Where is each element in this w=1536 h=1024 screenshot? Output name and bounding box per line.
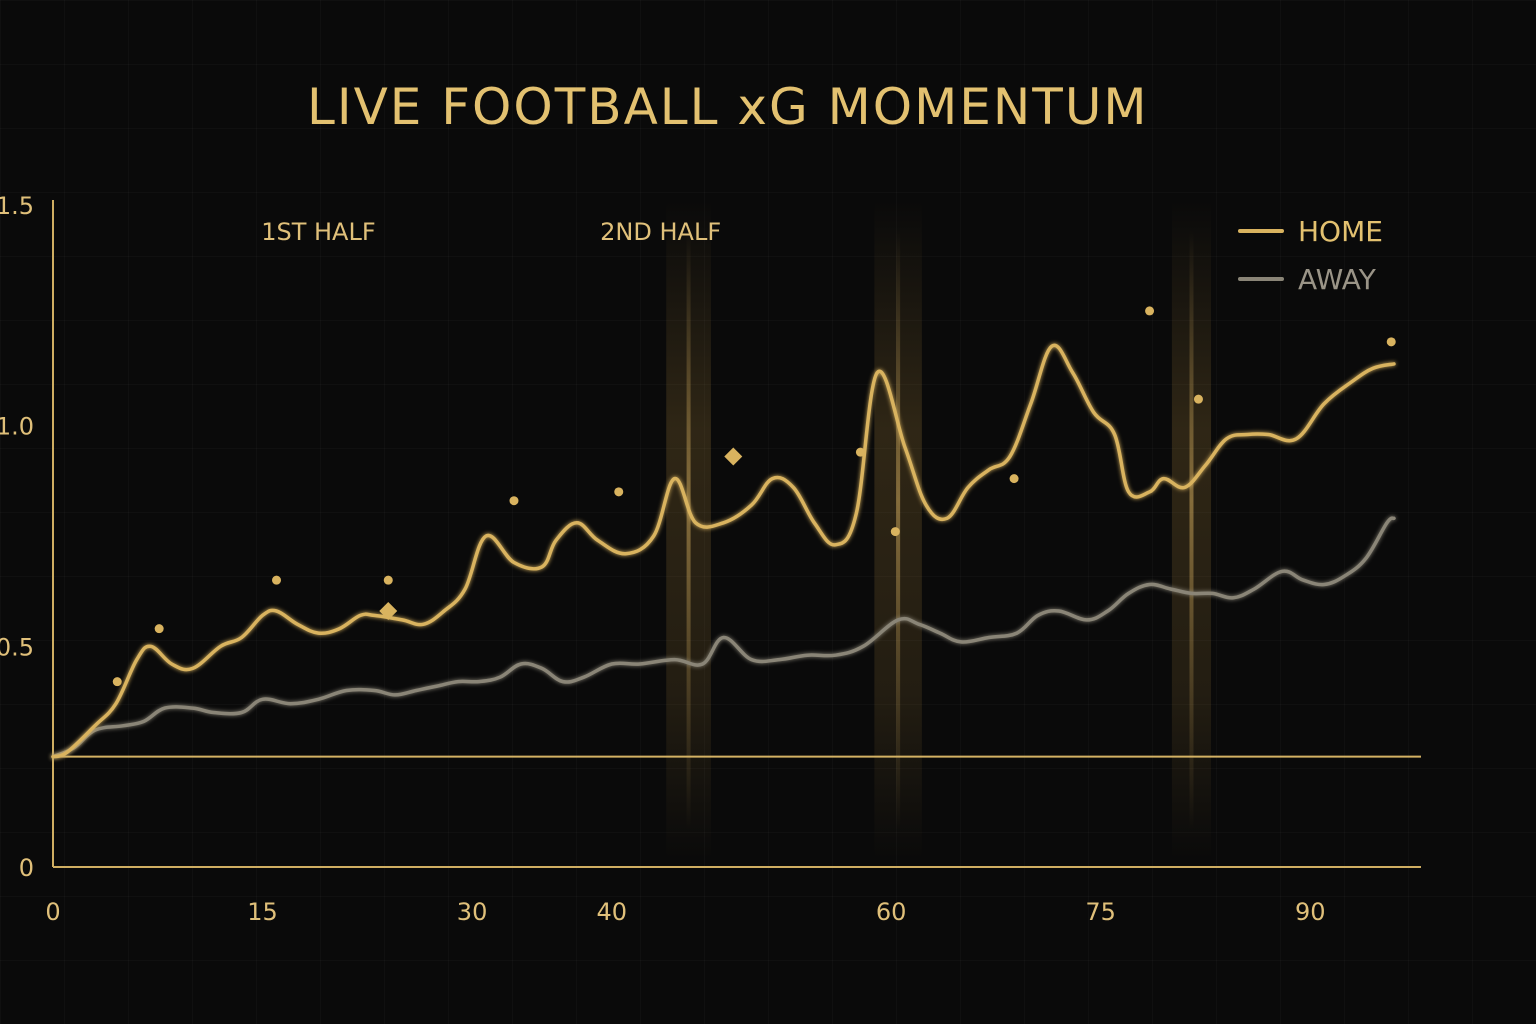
event-dot-marker xyxy=(1386,337,1396,347)
series-line-away xyxy=(51,516,1396,759)
diamond-marker xyxy=(379,602,398,621)
x-tick-label: 90 xyxy=(1295,898,1326,926)
axes xyxy=(52,200,1421,868)
chart-title: LIVE FOOTBALL xG MOMENTUM xyxy=(307,78,1149,136)
y-tick-label: 0.5 xyxy=(0,633,34,661)
x-tick-label: 30 xyxy=(457,898,488,926)
legend-label-home: HOME xyxy=(1298,215,1383,248)
y-tick-label: 1.0 xyxy=(0,413,34,441)
event-dot-marker xyxy=(383,575,393,585)
highlight-bands xyxy=(666,200,1212,860)
event-dot-marker xyxy=(614,487,624,497)
axis-labels: 0 0.5 1.0 1.5 0 15 30 40 60 75 90 1ST HALF 2ND HALF xyxy=(0,192,1325,926)
event-dot-marker xyxy=(272,575,282,585)
diamond-marker xyxy=(724,447,743,466)
highlight-band-core xyxy=(686,230,691,830)
y-tick-label: 1.5 xyxy=(0,192,34,220)
series-line-home xyxy=(51,343,1396,759)
legend-label-away: AWAY xyxy=(1298,263,1377,296)
series-lines xyxy=(51,343,1396,759)
x-tick-label: 75 xyxy=(1085,898,1116,926)
x-tick-label: 40 xyxy=(596,898,627,926)
event-dot-marker xyxy=(1009,474,1019,484)
event-dot-marker xyxy=(509,496,519,506)
half-label: 2ND HALF xyxy=(600,218,721,246)
x-tick-label: 15 xyxy=(247,898,278,926)
y-tick-label: 0 xyxy=(19,854,34,882)
event-markers xyxy=(112,306,1396,687)
legend: HOME AWAY xyxy=(1238,215,1383,296)
x-tick-label: 60 xyxy=(876,898,907,926)
x-tick-label: 0 xyxy=(45,898,60,926)
event-dot-marker xyxy=(154,624,164,634)
event-dot-marker xyxy=(855,447,865,457)
event-dot-marker xyxy=(1193,394,1203,404)
half-label: 1ST HALF xyxy=(261,218,375,246)
event-dot-marker xyxy=(112,677,122,687)
event-dot-marker xyxy=(890,527,900,537)
highlight-band-core xyxy=(1189,230,1194,830)
event-dot-marker xyxy=(1145,306,1155,316)
